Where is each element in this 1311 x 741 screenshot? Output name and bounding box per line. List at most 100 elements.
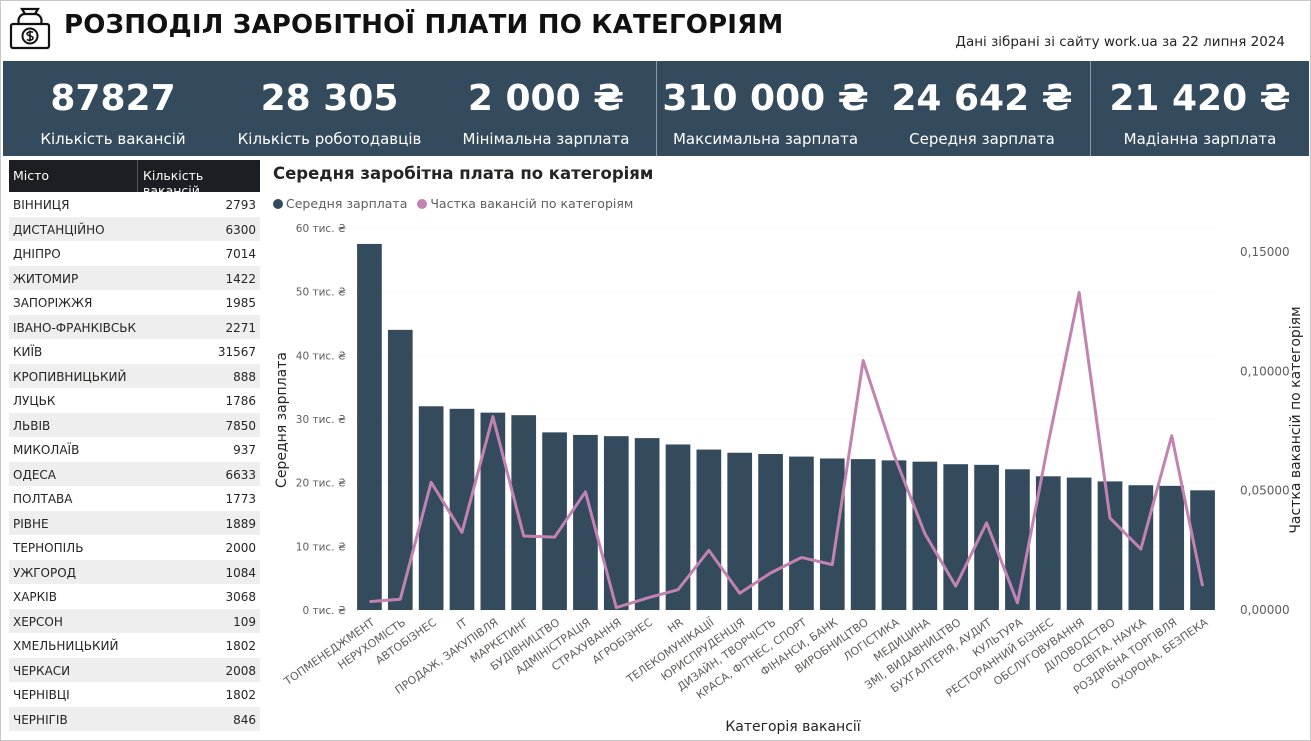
legend-label: Частка вакансій по категоріям	[430, 196, 634, 211]
salary-bar[interactable]	[881, 460, 907, 610]
kpi-label: Кількість роботодавців	[237, 130, 422, 148]
city-name: ЖИТОМИР	[13, 271, 79, 286]
city-name: ІВАНО-ФРАНКІВСЬК	[13, 320, 136, 335]
money-bag-icon	[9, 7, 51, 50]
kpi-avg-salary: 24 642 ₴ Середня зарплата	[874, 61, 1090, 156]
kpi-value: 87827	[50, 78, 176, 119]
salary-bar[interactable]	[603, 436, 629, 610]
city-name: ЛУЦЬК	[13, 394, 56, 408]
salary-bar[interactable]	[1097, 481, 1123, 610]
vacancy-count: 1422	[225, 271, 256, 286]
salary-bar[interactable]	[819, 458, 845, 610]
salary-bar[interactable]	[850, 459, 876, 610]
table-row[interactable]: ОДЕСА 6633	[9, 461, 260, 486]
table-body: ВІННИЦЯ 2793 ДИСТАНЦІЙНО 6300 ДНІПРО 7014 ЖИТО…	[9, 192, 260, 731]
city-name: ОДЕСА	[13, 467, 56, 482]
salary-bar[interactable]	[1035, 476, 1061, 610]
x-tick-label: IT	[454, 616, 470, 633]
city-name: КИЇВ	[13, 345, 43, 359]
table-row[interactable]: ЧЕРНІВЦІ 1802	[9, 682, 260, 707]
salary-bar[interactable]	[665, 444, 691, 610]
city-name: ЧЕРКАСИ	[13, 663, 71, 678]
kpi-value: 24 642 ₴	[891, 78, 1073, 119]
table-row[interactable]: ВІННИЦЯ 2793	[9, 192, 260, 217]
vacancy-count: 6633	[225, 467, 256, 482]
table-row[interactable]: ХЕРСОН 109	[9, 608, 260, 633]
salary-bar[interactable]	[1005, 469, 1030, 610]
table-row[interactable]: РІВНЕ 1889	[9, 510, 260, 535]
kpi-label: Мінімальна зарплата	[462, 130, 630, 148]
vacancy-count: 937	[233, 443, 256, 457]
salary-bar[interactable]	[758, 454, 783, 610]
kpi-max-salary: 310 000 ₴ Максимальна зарплата	[657, 61, 874, 156]
vacancy-count: 2271	[225, 320, 256, 335]
city-name: ВІННИЦЯ	[13, 198, 70, 212]
salary-bar[interactable]	[1159, 485, 1185, 610]
table-row[interactable]: ХМЕЛЬНИЦЬКИЙ 1802	[9, 633, 260, 658]
vacancy-share-line[interactable]	[369, 290, 1205, 610]
salary-bar[interactable]	[480, 412, 506, 610]
data-source-note: Дані зібрані зі сайту work.ua за 22 липн…	[955, 34, 1285, 50]
salary-bar[interactable]	[634, 438, 660, 610]
vacancy-count: 109	[233, 614, 256, 629]
vacancy-count: 888	[233, 369, 256, 384]
table-row[interactable]: ЛУЦЬК 1786	[9, 388, 260, 413]
y2-tick-label: 0,10000	[1240, 364, 1290, 378]
kpi-value: 2 000 ₴	[467, 78, 625, 119]
city-name: ХМЕЛЬНИЦЬКИЙ	[13, 639, 119, 653]
legend-swatch	[273, 199, 283, 209]
legend-item-avg-salary[interactable]: Середня зарплата	[273, 196, 407, 211]
salary-bar[interactable]	[696, 449, 722, 610]
kpi-label: Кількість вакансій	[40, 130, 186, 148]
table-row[interactable]: УЖГОРОД 1084	[9, 559, 260, 584]
kpi-employers-count: 28 305 Кількість роботодавців	[223, 61, 436, 156]
table-row[interactable]: ЧЕРНІГІВ 846	[9, 706, 260, 731]
y-tick-label: 10 тис. ₴	[296, 541, 346, 553]
legend-item-vacancy-share[interactable]: Частка вакансій по категоріям	[417, 196, 633, 211]
kpi-value: 310 000 ₴	[662, 78, 869, 119]
table-row[interactable]: ТЕРНОПІЛЬ 2000	[9, 535, 260, 560]
table-row[interactable]: МИКОЛАЇВ 937	[9, 437, 260, 462]
vacancy-count: 1786	[225, 394, 256, 408]
table-row[interactable]: ЛЬВІВ 7850	[9, 412, 260, 437]
city-name: ДИСТАНЦІЙНО	[13, 222, 105, 237]
city-name: ЧЕРНІВЦІ	[13, 688, 70, 702]
y2-tick-label: 0,15000	[1240, 245, 1290, 259]
city-name: ДНІПРО	[13, 247, 61, 261]
table-row[interactable]: ПОЛТАВА 1773	[9, 486, 260, 511]
salary-bar[interactable]	[449, 408, 475, 610]
y-axis-title: Середня зарплата	[274, 352, 290, 488]
column-divider	[137, 160, 138, 192]
kpi-label: Мадіанна зарплата	[1123, 130, 1277, 148]
y-tick-label: 0 тис. ₴	[302, 605, 346, 617]
salary-bar[interactable]	[357, 243, 382, 610]
table-row[interactable]: ХАРКІВ 3068	[9, 584, 260, 609]
vacancy-count: 1084	[225, 565, 256, 580]
salary-bar[interactable]	[943, 464, 969, 610]
table-row[interactable]: КРОПИВНИЦЬКИЙ 888	[9, 363, 260, 388]
kpi-label: Середня зарплата	[909, 130, 1055, 148]
city-name: ХАРКІВ	[13, 590, 57, 604]
table-row[interactable]: ЧЕРКАСИ 2008	[9, 657, 260, 682]
salary-bar[interactable]	[789, 456, 814, 610]
y2-tick-label: 0,05000	[1240, 484, 1290, 498]
vacancy-count: 1773	[225, 492, 256, 506]
table-row[interactable]: ДНІПРО 7014	[9, 241, 260, 266]
y-tick-label: 20 тис. ₴	[296, 478, 346, 490]
salary-bar[interactable]	[511, 415, 537, 610]
table-row[interactable]: ЗАПОРІЖЖЯ 1985	[9, 290, 260, 315]
vacancy-count: 7014	[225, 247, 256, 261]
table-header: Місто Кількість вакансій	[9, 160, 260, 198]
vacancy-count: 1985	[225, 296, 256, 310]
legend-swatch	[417, 199, 428, 209]
salary-bar[interactable]	[418, 406, 444, 610]
salary-bar[interactable]	[542, 432, 567, 610]
column-header-city[interactable]: Місто	[13, 168, 50, 183]
table-row[interactable]: КИЇВ 31567	[9, 339, 260, 364]
salary-bar[interactable]	[1066, 477, 1092, 610]
y2-axis-title: Частка вакансій по категоріям	[1288, 306, 1304, 533]
table-row[interactable]: ДИСТАНЦІЙНО 6300	[9, 216, 260, 241]
table-row[interactable]: ІВАНО-ФРАНКІВСЬК 2271	[9, 314, 260, 339]
vacancy-count: 846	[233, 712, 256, 727]
table-row[interactable]: ЖИТОМИР 1422	[9, 265, 260, 290]
